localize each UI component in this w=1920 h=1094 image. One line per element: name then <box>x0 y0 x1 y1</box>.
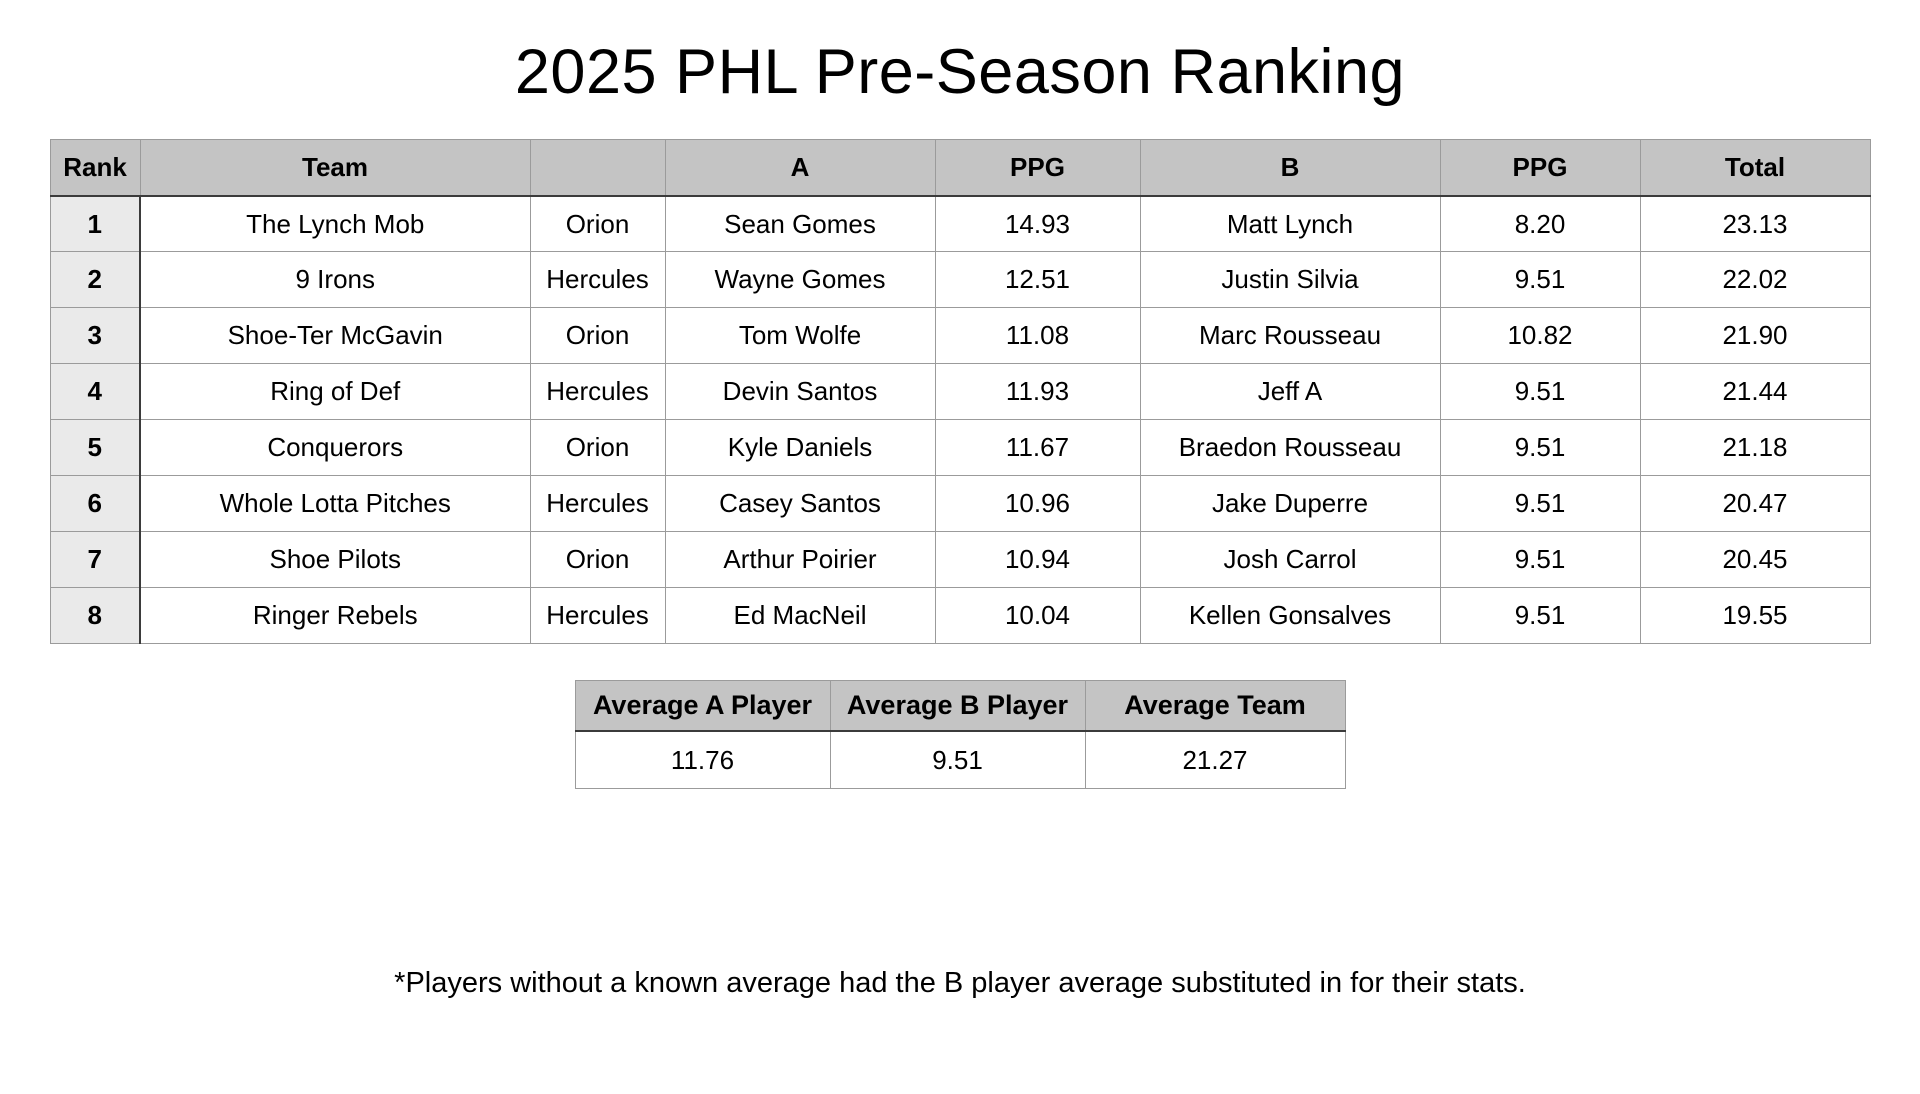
table-row: 7 Shoe Pilots Orion Arthur Poirier 10.94… <box>49 531 1871 589</box>
averages-table: Average A Player Average B Player Averag… <box>574 680 1346 790</box>
total-cell: 23.13 <box>1639 195 1871 253</box>
average-team-value: 21.27 <box>1084 730 1346 790</box>
b-player-cell: Marc Rousseau <box>1139 307 1441 365</box>
b-ppg-cell: 9.51 <box>1439 475 1641 533</box>
rank-cell: 5 <box>49 419 141 477</box>
team-cell: 9 Irons <box>139 251 531 309</box>
col-header-average-team: Average Team <box>1084 680 1346 732</box>
table-row: 1 The Lynch Mob Orion Sean Gomes 14.93 M… <box>49 195 1871 253</box>
rank-cell: 4 <box>49 363 141 421</box>
total-cell: 20.47 <box>1639 475 1871 533</box>
total-cell: 21.44 <box>1639 363 1871 421</box>
table-row: 5 Conquerors Orion Kyle Daniels 11.67 Br… <box>49 419 1871 477</box>
table-row: 4 Ring of Def Hercules Devin Santos 11.9… <box>49 363 1871 421</box>
col-header-a-ppg: PPG <box>934 139 1141 197</box>
footnote: *Players without a known average had the… <box>394 967 1526 1000</box>
rank-cell: 8 <box>49 587 141 645</box>
col-header-b-ppg: PPG <box>1439 139 1641 197</box>
a-ppg-cell: 10.04 <box>934 587 1141 645</box>
b-ppg-cell: 8.20 <box>1439 195 1641 253</box>
b-ppg-cell: 9.51 <box>1439 251 1641 309</box>
rank-cell: 2 <box>49 251 141 309</box>
col-header-rank: Rank <box>49 139 141 197</box>
b-ppg-cell: 9.51 <box>1439 587 1641 645</box>
division-cell: Orion <box>529 531 666 589</box>
averages-value-row: 11.76 9.51 21.27 <box>574 730 1346 790</box>
team-cell: Ring of Def <box>139 363 531 421</box>
col-header-b-player: B <box>1139 139 1441 197</box>
team-cell: Ringer Rebels <box>139 587 531 645</box>
col-header-average-b-player: Average B Player <box>829 680 1086 732</box>
ranking-header-row: Rank Team A PPG B PPG Total <box>49 139 1871 197</box>
division-cell: Orion <box>529 195 666 253</box>
averages-header-row: Average A Player Average B Player Averag… <box>574 680 1346 732</box>
b-player-cell: Jeff A <box>1139 363 1441 421</box>
rank-cell: 1 <box>49 195 141 253</box>
a-ppg-cell: 14.93 <box>934 195 1141 253</box>
a-ppg-cell: 11.67 <box>934 419 1141 477</box>
b-ppg-cell: 9.51 <box>1439 531 1641 589</box>
total-cell: 22.02 <box>1639 251 1871 309</box>
b-player-cell: Kellen Gonsalves <box>1139 587 1441 645</box>
total-cell: 20.45 <box>1639 531 1871 589</box>
table-row: 6 Whole Lotta Pitches Hercules Casey San… <box>49 475 1871 533</box>
table-row: 2 9 Irons Hercules Wayne Gomes 12.51 Jus… <box>49 251 1871 309</box>
division-cell: Orion <box>529 419 666 477</box>
a-player-cell: Ed MacNeil <box>664 587 936 645</box>
col-header-division <box>529 139 666 197</box>
team-cell: Whole Lotta Pitches <box>139 475 531 533</box>
col-header-team: Team <box>139 139 531 197</box>
a-player-cell: Kyle Daniels <box>664 419 936 477</box>
b-player-cell: Matt Lynch <box>1139 195 1441 253</box>
b-player-cell: Jake Duperre <box>1139 475 1441 533</box>
a-player-cell: Sean Gomes <box>664 195 936 253</box>
team-cell: Shoe Pilots <box>139 531 531 589</box>
b-player-cell: Justin Silvia <box>1139 251 1441 309</box>
team-cell: Shoe-Ter McGavin <box>139 307 531 365</box>
total-cell: 21.90 <box>1639 307 1871 365</box>
average-a-player-value: 11.76 <box>574 730 831 790</box>
a-ppg-cell: 11.93 <box>934 363 1141 421</box>
a-ppg-cell: 11.08 <box>934 307 1141 365</box>
a-ppg-cell: 10.94 <box>934 531 1141 589</box>
b-player-cell: Josh Carrol <box>1139 531 1441 589</box>
page-title: 2025 PHL Pre-Season Ranking <box>514 37 1406 107</box>
a-ppg-cell: 10.96 <box>934 475 1141 533</box>
a-player-cell: Arthur Poirier <box>664 531 936 589</box>
col-header-average-a-player: Average A Player <box>574 680 831 732</box>
b-ppg-cell: 9.51 <box>1439 419 1641 477</box>
b-ppg-cell: 9.51 <box>1439 363 1641 421</box>
a-player-cell: Tom Wolfe <box>664 307 936 365</box>
division-cell: Hercules <box>529 363 666 421</box>
a-player-cell: Wayne Gomes <box>664 251 936 309</box>
average-b-player-value: 9.51 <box>829 730 1086 790</box>
division-cell: Hercules <box>529 587 666 645</box>
table-row: 3 Shoe-Ter McGavin Orion Tom Wolfe 11.08… <box>49 307 1871 365</box>
a-ppg-cell: 12.51 <box>934 251 1141 309</box>
a-player-cell: Devin Santos <box>664 363 936 421</box>
rank-cell: 6 <box>49 475 141 533</box>
team-cell: Conquerors <box>139 419 531 477</box>
division-cell: Hercules <box>529 251 666 309</box>
total-cell: 21.18 <box>1639 419 1871 477</box>
rank-cell: 3 <box>49 307 141 365</box>
page: 2025 PHL Pre-Season Ranking Rank Team A … <box>0 37 1920 1000</box>
col-header-total: Total <box>1639 139 1871 197</box>
b-player-cell: Braedon Rousseau <box>1139 419 1441 477</box>
division-cell: Hercules <box>529 475 666 533</box>
ranking-table: Rank Team A PPG B PPG Total 1 The Lynch … <box>49 139 1871 645</box>
total-cell: 19.55 <box>1639 587 1871 645</box>
division-cell: Orion <box>529 307 666 365</box>
table-row: 8 Ringer Rebels Hercules Ed MacNeil 10.0… <box>49 587 1871 645</box>
team-cell: The Lynch Mob <box>139 195 531 253</box>
a-player-cell: Casey Santos <box>664 475 936 533</box>
col-header-a-player: A <box>664 139 936 197</box>
b-ppg-cell: 10.82 <box>1439 307 1641 365</box>
rank-cell: 7 <box>49 531 141 589</box>
